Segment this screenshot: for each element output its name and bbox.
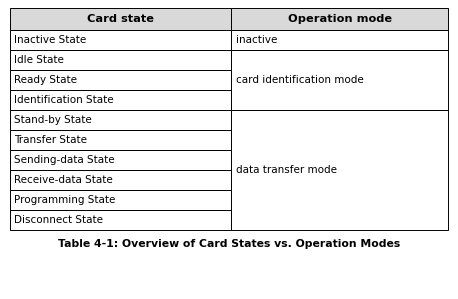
Text: card identification mode: card identification mode (236, 75, 364, 85)
Text: Table 4-1: Overview of Card States vs. Operation Modes: Table 4-1: Overview of Card States vs. O… (58, 239, 400, 249)
Text: data transfer mode: data transfer mode (236, 165, 337, 175)
Bar (231, 8, 448, 30)
Bar (231, 30, 448, 50)
Text: Transfer State: Transfer State (14, 135, 87, 145)
Bar (10, 30, 231, 50)
Text: Idle State: Idle State (14, 55, 64, 65)
Bar (10, 170, 231, 190)
Bar (10, 50, 231, 70)
Bar (10, 90, 231, 110)
Bar (10, 190, 231, 210)
Text: Receive-data State: Receive-data State (14, 175, 113, 185)
Bar (10, 130, 231, 150)
Bar (10, 8, 231, 30)
Text: Sending-data State: Sending-data State (14, 155, 114, 165)
Text: Ready State: Ready State (14, 75, 77, 85)
Bar (10, 110, 231, 130)
Text: Disconnect State: Disconnect State (14, 215, 103, 225)
Bar (231, 110, 448, 230)
Text: Operation mode: Operation mode (288, 14, 392, 24)
Bar (231, 50, 448, 110)
Text: Programming State: Programming State (14, 195, 115, 205)
Text: inactive: inactive (236, 35, 278, 45)
Text: Card state: Card state (87, 14, 154, 24)
Bar (10, 210, 231, 230)
Text: Inactive State: Inactive State (14, 35, 86, 45)
Bar (10, 150, 231, 170)
Bar (10, 70, 231, 90)
Text: Identification State: Identification State (14, 95, 114, 105)
Text: Stand-by State: Stand-by State (14, 115, 92, 125)
